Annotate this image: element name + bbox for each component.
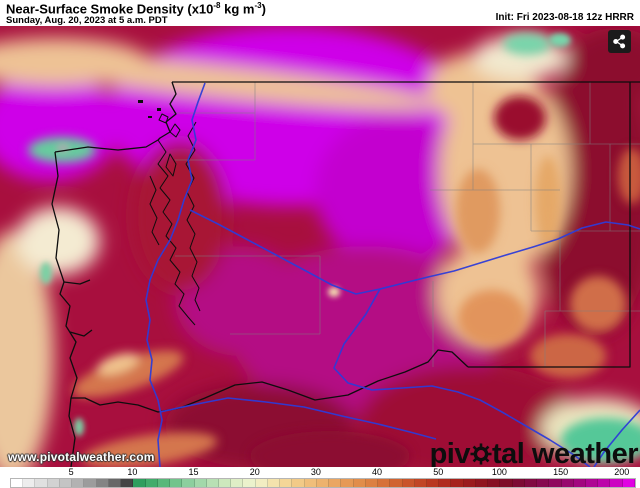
colorbar-segment <box>96 479 109 487</box>
colorbar-segment <box>316 479 330 487</box>
colorbar-segment <box>341 479 354 487</box>
colorbar-segment <box>463 479 476 487</box>
colorbar-segment <box>23 479 36 487</box>
colorbar-segment <box>35 479 48 487</box>
puget-sound-shorelines <box>149 113 201 326</box>
colorbar-segment <box>537 479 550 487</box>
colorbar-segment <box>598 479 611 487</box>
county-borders <box>172 82 640 367</box>
colorbar-segment <box>365 479 379 487</box>
colorbar-segment <box>170 479 183 487</box>
colorbar-segment <box>329 479 342 487</box>
highway-i90 <box>189 209 640 295</box>
colorbar-segment <box>108 479 122 487</box>
colorbar-segment <box>47 479 60 487</box>
colorbar-tick-label: 30 <box>310 467 321 477</box>
page-title: Near-Surface Smoke Density (x10-8 kg m-3… <box>6 1 266 17</box>
colorbar-tick-label: 100 <box>491 467 507 477</box>
colorbar-segment <box>378 479 391 487</box>
model-init-label: Init: Fri 2023-08-18 12z HRRR <box>495 12 634 23</box>
colorbar-tick-label: 40 <box>372 467 383 477</box>
colorbar-segment <box>390 479 403 487</box>
colorbar-segment <box>610 479 623 487</box>
pivotal-weather-logo: piv tal weather <box>429 438 639 467</box>
highway-us395 <box>593 409 640 467</box>
colorbar-segments <box>10 478 636 488</box>
colorbar-segment <box>157 479 171 487</box>
colorbar-segment <box>512 479 525 487</box>
state-borders <box>51 81 640 467</box>
colorbar-segment <box>353 479 366 487</box>
colorbar-segment <box>255 479 268 487</box>
colorbar-tick-label: 10 <box>127 467 138 477</box>
colorbar-segment <box>451 479 464 487</box>
small-lakes <box>138 100 161 118</box>
colorbar-segment <box>488 479 501 487</box>
colorbar-segment <box>59 479 73 487</box>
gear-icon <box>470 443 492 465</box>
share-button[interactable] <box>608 30 631 53</box>
colorbar-segment <box>194 479 207 487</box>
colorbar-segment <box>133 479 146 487</box>
colorbar-segment <box>182 479 195 487</box>
colorbar-segment <box>426 479 440 487</box>
colorbar-segment <box>206 479 219 487</box>
colorbar-segment <box>84 479 97 487</box>
colorbar-segment <box>402 479 415 487</box>
colorbar-labels: 5 10 15 20 30 40 50 100 150 200 <box>0 467 640 477</box>
colorbar-segment <box>218 479 232 487</box>
colorbar-tick-label: 200 <box>614 467 630 477</box>
colorbar-segment <box>475 479 489 487</box>
colorbar-segment <box>145 479 158 487</box>
colorbar-segment <box>549 479 562 487</box>
valid-time-label: Sunday, Aug. 20, 2023 at 5 a.m. PDT <box>6 15 168 26</box>
colorbar-segment <box>304 479 317 487</box>
colorbar-segment <box>243 479 256 487</box>
colorbar-segment <box>561 479 574 487</box>
colorbar-tick-label: 15 <box>188 467 199 477</box>
colorbar-segment <box>72 479 85 487</box>
colorbar-segment <box>573 479 587 487</box>
colorbar-segment <box>280 479 293 487</box>
colorbar-segment <box>267 479 281 487</box>
colorbar-segment <box>586 479 599 487</box>
colorbar-segment <box>231 479 244 487</box>
highways <box>145 82 640 467</box>
highway-i82 <box>333 288 591 467</box>
colorbar-segment <box>524 479 538 487</box>
colorbar-segment <box>414 479 427 487</box>
colorbar-segment <box>121 479 134 487</box>
colorbar-segment <box>622 479 635 487</box>
smoke-density-field <box>0 26 640 467</box>
colorbar-segment <box>439 479 452 487</box>
highway-i5 <box>145 82 206 467</box>
highway-i84 <box>159 397 437 440</box>
colorbar-tick-label: 50 <box>433 467 444 477</box>
watermark: www.pivotalweather.com <box>8 450 155 464</box>
colorbar-tick-label: 150 <box>553 467 569 477</box>
colorbar-tick-label: 20 <box>249 467 260 477</box>
colorbar-segment <box>292 479 305 487</box>
header: Near-Surface Smoke Density (x10-8 kg m-3… <box>0 0 640 26</box>
colorbar-segment <box>11 479 24 487</box>
colorbar-tick-label: 5 <box>68 467 74 477</box>
smoke-density-map: www.pivotalweather.com piv tal weather <box>0 26 640 467</box>
share-icon <box>613 34 626 49</box>
colorbar-segment <box>500 479 513 487</box>
